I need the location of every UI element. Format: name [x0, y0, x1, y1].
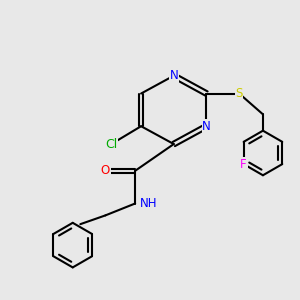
Text: F: F — [240, 158, 247, 171]
Text: NH: NH — [140, 197, 157, 210]
Text: N: N — [169, 69, 178, 82]
Text: S: S — [236, 87, 243, 100]
Text: O: O — [101, 164, 110, 177]
Text: N: N — [202, 120, 211, 133]
Text: Cl: Cl — [105, 138, 118, 151]
